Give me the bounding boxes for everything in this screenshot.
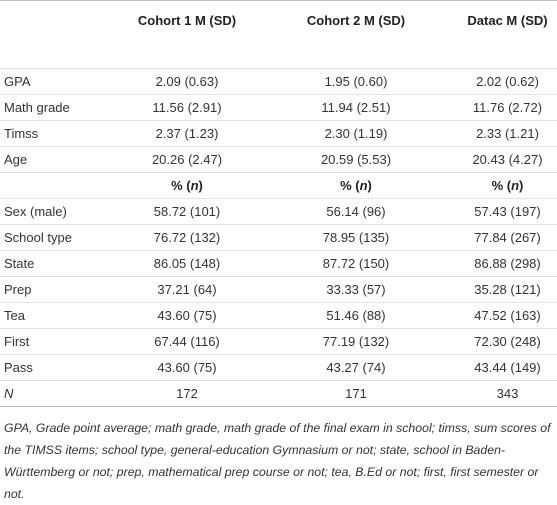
row-label: Pass [0, 354, 120, 381]
row-label: Math grade [0, 94, 120, 121]
table-cell: 11.56 (2.91) [120, 94, 254, 121]
subheader-part: n [359, 178, 368, 193]
row-label: GPA [0, 68, 120, 95]
header-row: Cohort 1 M (SD) Cohort 2 M (SD) Datac M (S… [0, 0, 557, 69]
table-row: Age 20.26 (2.47) 20.59 (5.53) 20.43 (4.27) [0, 146, 557, 173]
row-label: Sex (male) [0, 198, 120, 225]
table-cell: 86.88 (298) [458, 250, 557, 277]
subheader-cell: % (n) [458, 172, 557, 199]
table-cell: 77.19 (132) [254, 328, 458, 355]
subheader-part: n [190, 178, 199, 193]
table-cell: 11.94 (2.51) [254, 94, 458, 121]
table-cell: 2.02 (0.62) [458, 68, 557, 95]
subheader-label [0, 172, 120, 199]
table-cell: 86.05 (148) [120, 250, 254, 277]
table-row: Prep 37.21 (64) 33.33 (57) 35.28 (121) [0, 276, 557, 303]
table-row: Pass 43.60 (75) 43.27 (74) 43.44 (149) [0, 354, 557, 381]
table-cell: 2.37 (1.23) [120, 120, 254, 147]
table-cell: 77.84 (267) [458, 224, 557, 251]
table-cell: 2.30 (1.19) [254, 120, 458, 147]
row-label: Tea [0, 302, 120, 329]
footnote: GPA, Grade point average; math grade, ma… [4, 421, 551, 501]
table-cell: 33.33 (57) [254, 276, 458, 303]
column-header: Cohort 2 M (SD) [254, 0, 458, 69]
results-table: Cohort 1 M (SD) Cohort 2 M (SD) Datac M (S… [0, 0, 557, 407]
table-cell: 56.14 (96) [254, 198, 458, 225]
corner-cell [0, 0, 120, 69]
subheader-part: ) [367, 178, 372, 193]
table-row: Timss 2.37 (1.23) 2.30 (1.19) 2.33 (1.21) [0, 120, 557, 147]
table-cell: 2.09 (0.63) [120, 68, 254, 95]
table-cell: 57.43 (197) [458, 198, 557, 225]
table-cell: 35.28 (121) [458, 276, 557, 303]
subheader-part: % ( [171, 178, 191, 193]
table-row: Sex (male) 58.72 (101) 56.14 (96) 57.43 (19… [0, 198, 557, 225]
table-row: State 86.05 (148) 87.72 (150) 86.88 (298) [0, 250, 557, 277]
subheader-part: n [511, 178, 520, 193]
table-cell: 37.21 (64) [120, 276, 254, 303]
table-cell: 72.30 (248) [458, 328, 557, 355]
subheader-part: % ( [340, 178, 360, 193]
subheader-cell: % (n) [254, 172, 458, 199]
table-row: First 67.44 (116) 77.19 (132) 72.30 (248) [0, 328, 557, 355]
column-header: Cohort 1 M (SD) [120, 0, 254, 69]
subheader-part: ) [198, 178, 203, 193]
table-cell: 43.60 (75) [120, 354, 254, 381]
table-cell: 43.27 (74) [254, 354, 458, 381]
table-cell: 87.72 (150) [254, 250, 458, 277]
table-cell: 78.95 (135) [254, 224, 458, 251]
table-cell: 343 [458, 380, 557, 407]
table-cell: 171 [254, 380, 458, 407]
table-cell: 20.26 (2.47) [120, 146, 254, 173]
table-cell: 20.59 (5.53) [254, 146, 458, 173]
row-label: First [0, 328, 120, 355]
table-row: GPA 2.09 (0.63) 1.95 (0.60) 2.02 (0.62) [0, 68, 557, 95]
subheader-row: % (n)% (n)% (n) [0, 172, 557, 199]
table-cell: 2.33 (1.21) [458, 120, 557, 147]
table-row: Math grade 11.56 (2.91) 11.94 (2.51) 11.76 … [0, 94, 557, 121]
table-cell: 51.46 (88) [254, 302, 458, 329]
table-cell: 43.44 (149) [458, 354, 557, 381]
table-cell: 67.44 (116) [120, 328, 254, 355]
table-cell: 47.52 (163) [458, 302, 557, 329]
table-cell: 43.60 (75) [120, 302, 254, 329]
table-cell: 20.43 (4.27) [458, 146, 557, 173]
row-label: Prep [0, 276, 120, 303]
row-label: Timss [0, 120, 120, 147]
subheader-part: ) [519, 178, 524, 193]
table-row: N 172 171 343 [0, 380, 557, 407]
table-cell: 1.95 (0.60) [254, 68, 458, 95]
table-cell: 76.72 (132) [120, 224, 254, 251]
row-label: State [0, 250, 120, 277]
row-label: School type [0, 224, 120, 251]
row-label: N [0, 380, 120, 407]
table-row: School type 76.72 (132) 78.95 (135) 77.84 (… [0, 224, 557, 251]
table-row: Tea 43.60 (75) 51.46 (88) 47.52 (163) [0, 302, 557, 329]
column-header: Datac M (SD) [458, 0, 557, 69]
table-cell: 58.72 (101) [120, 198, 254, 225]
table-cell: 11.76 (2.72) [458, 94, 557, 121]
table-cell: 172 [120, 380, 254, 407]
row-label: Age [0, 146, 120, 173]
subheader-part: % ( [491, 178, 512, 193]
subheader-cell: % (n) [120, 172, 254, 199]
